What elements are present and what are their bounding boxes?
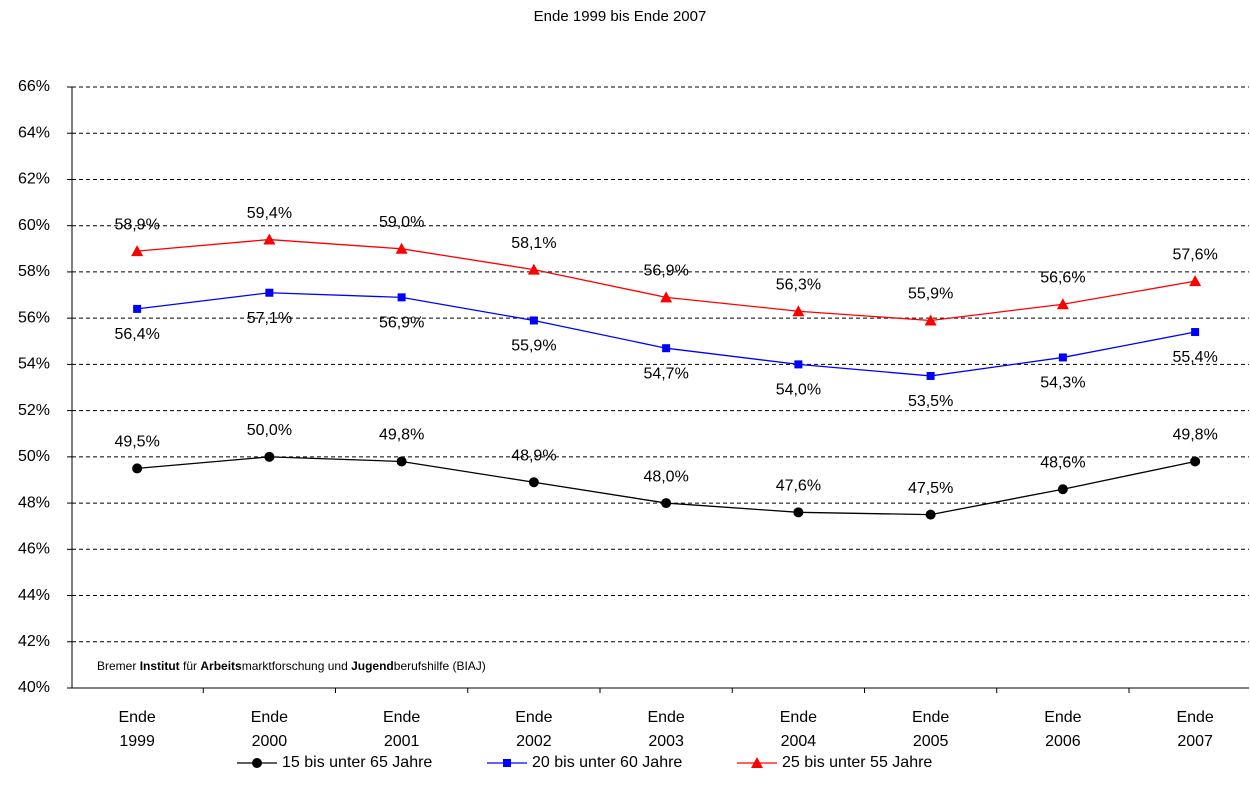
y-tick-label: 60% — [18, 217, 50, 234]
marker — [252, 758, 262, 768]
marker — [265, 288, 274, 297]
data-label: 49,8% — [379, 427, 424, 444]
marker — [528, 477, 539, 488]
data-label: 50,0% — [247, 422, 292, 439]
source-note-part: für — [180, 659, 201, 673]
marker — [1057, 484, 1068, 495]
y-tick-label: 40% — [18, 679, 50, 696]
marker — [1191, 328, 1200, 337]
legend-label: 25 bis unter 55 Jahre — [782, 754, 932, 771]
data-label: 53,5% — [908, 393, 953, 410]
chart-subtitle: Ende 1999 bis Ende 2007 — [534, 8, 707, 25]
x-tick-label: Ende 2004 — [780, 709, 817, 750]
source-note-part: Bremer — [97, 659, 140, 673]
marker — [661, 498, 672, 509]
y-tick-label: 48% — [18, 494, 50, 511]
data-label: 54,7% — [643, 365, 688, 382]
x-tick-label: Ende 1999 — [118, 709, 155, 750]
legend-label: 15 bis unter 65 Jahre — [282, 754, 432, 771]
marker — [1058, 353, 1067, 362]
marker — [751, 757, 763, 768]
data-label: 59,4% — [247, 205, 292, 222]
y-tick-label: 54% — [18, 356, 50, 373]
data-label: 58,1% — [511, 235, 556, 252]
series-line — [137, 238, 1196, 322]
data-label: 49,5% — [114, 434, 159, 451]
data-label: 59,0% — [379, 214, 424, 231]
y-tick-label: 42% — [18, 633, 50, 650]
source-note-part: marktforschung und — [242, 659, 351, 673]
source-note: Bremer Institut für Arbeitsmarktforschun… — [97, 659, 486, 673]
y-tick-label: 50% — [18, 448, 50, 465]
data-label: 48,0% — [643, 468, 688, 485]
source-note-part: berufshilfe (BIAJ) — [394, 659, 486, 673]
x-tick-label: Ende 2001 — [383, 709, 420, 750]
series-line — [137, 292, 1196, 377]
x-tick-label: Ende 2002 — [515, 709, 552, 750]
y-tick-label: 58% — [18, 263, 50, 280]
y-tick-label: 66% — [18, 78, 50, 95]
data-label: 57,6% — [1172, 246, 1217, 263]
marker — [133, 304, 142, 313]
data-label: 55,9% — [511, 338, 556, 355]
marker — [264, 451, 275, 462]
data-label: 49,8% — [1172, 427, 1217, 444]
x-tick-label: Ende 2003 — [647, 709, 684, 750]
data-label: 57,1% — [247, 310, 292, 327]
marker — [662, 344, 671, 353]
data-label: 56,4% — [114, 326, 159, 343]
marker — [527, 263, 540, 275]
x-tick-label: Ende 2006 — [1044, 709, 1081, 750]
y-tick-label: 56% — [18, 309, 50, 326]
data-label: 56,9% — [379, 315, 424, 332]
legend-item: 25 bis unter 55 Jahre — [737, 754, 932, 771]
marker — [396, 456, 407, 467]
x-tick-label: Ende 2007 — [1176, 709, 1213, 750]
data-label: 58,9% — [114, 216, 159, 233]
marker — [793, 507, 804, 518]
y-tick-label: 44% — [18, 587, 50, 604]
y-tick-label: 64% — [18, 124, 50, 141]
marker — [660, 291, 673, 303]
data-label: 55,4% — [1172, 349, 1217, 366]
data-label: 47,6% — [776, 478, 821, 495]
data-label: 48,9% — [511, 447, 556, 464]
x-tick-label: Ende 2000 — [251, 709, 288, 750]
source-note-part: Jugend — [351, 659, 394, 673]
y-tick-label: 46% — [18, 541, 50, 558]
marker — [503, 759, 511, 767]
data-label: 56,9% — [643, 263, 688, 280]
data-label: 47,5% — [908, 480, 953, 497]
marker — [132, 463, 143, 474]
source-note-part: Arbeits — [200, 659, 242, 673]
marker — [131, 245, 144, 257]
data-label: 54,0% — [776, 382, 821, 399]
marker — [1190, 456, 1201, 467]
legend-label: 20 bis unter 60 Jahre — [532, 754, 682, 771]
marker — [1056, 298, 1069, 310]
legend-item: 20 bis unter 60 Jahre — [487, 754, 682, 771]
data-label: 54,3% — [1040, 375, 1085, 392]
data-label: 55,9% — [908, 286, 953, 303]
marker — [1189, 275, 1202, 287]
source-note-part: Institut — [140, 659, 180, 673]
legend-item: 15 bis unter 65 Jahre — [237, 754, 432, 771]
marker — [924, 314, 937, 326]
marker — [397, 293, 406, 302]
marker — [794, 360, 803, 369]
data-label: 56,3% — [776, 276, 821, 293]
marker — [792, 305, 805, 317]
marker — [925, 509, 936, 520]
marker — [263, 233, 276, 245]
marker — [529, 316, 538, 325]
marker — [395, 242, 408, 254]
marker — [926, 371, 935, 380]
x-tick-label: Ende 2005 — [912, 709, 949, 750]
y-tick-label: 52% — [18, 402, 50, 419]
y-tick-label: 62% — [18, 171, 50, 188]
data-label: 48,6% — [1040, 454, 1085, 471]
data-label: 56,6% — [1040, 270, 1085, 287]
